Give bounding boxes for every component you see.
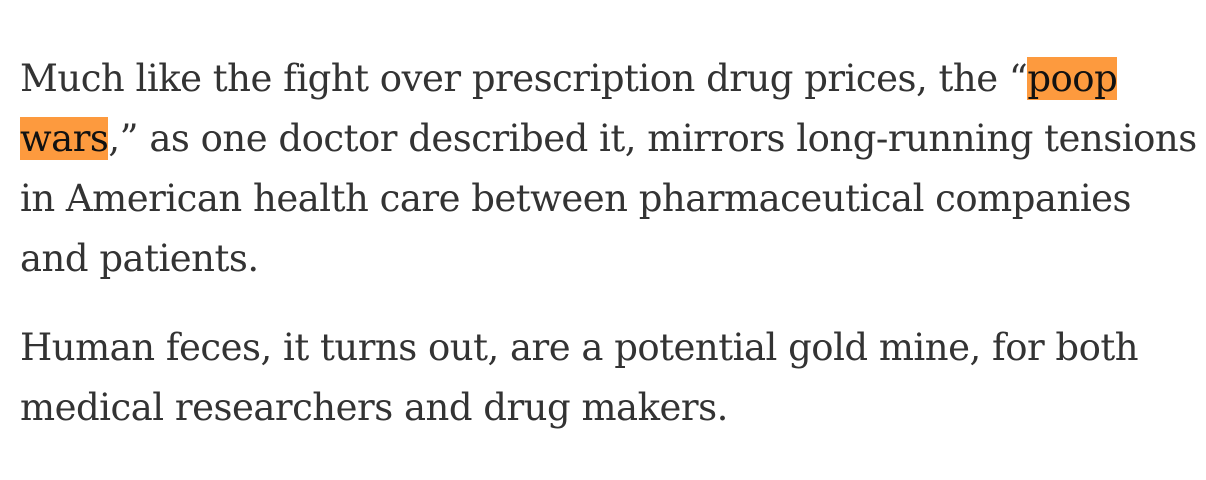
- paragraph-text-after-highlight: ,” as one doctor described it, mirrors l…: [20, 117, 1197, 280]
- paragraph-text-before-highlight: Much like the fight over prescription dr…: [20, 57, 1028, 100]
- article-paragraph-2: Human feces, it turns out, are a potenti…: [20, 326, 1139, 429]
- article-paragraph-1: Much like the fight over prescription dr…: [20, 49, 1200, 289]
- article-body: Much like the fight over prescription dr…: [20, 49, 1200, 438]
